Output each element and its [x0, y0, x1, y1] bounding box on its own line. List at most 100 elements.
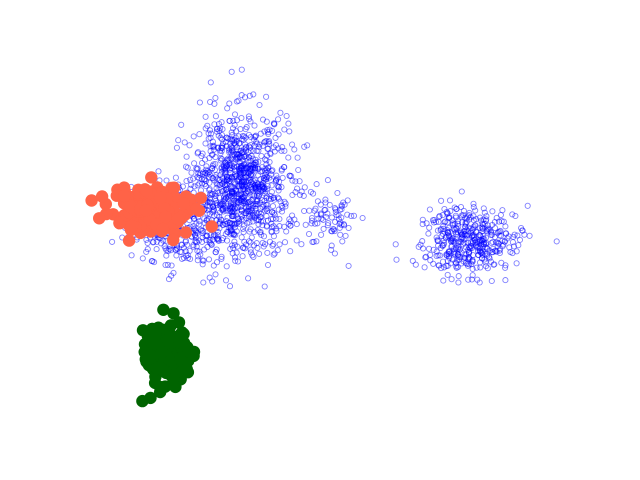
- data-point: [155, 168, 162, 175]
- data-point: [227, 143, 235, 150]
- data-point: [214, 188, 221, 195]
- data-point: [233, 117, 240, 124]
- data-point: [118, 189, 131, 203]
- data-point: [153, 238, 160, 245]
- data-point: [427, 257, 434, 264]
- data-point: [409, 257, 416, 264]
- data-point: [190, 223, 197, 230]
- data-point: [240, 198, 247, 205]
- data-point: [456, 238, 463, 245]
- data-point: [230, 230, 237, 237]
- data-point: [158, 240, 165, 247]
- data-point: [269, 203, 277, 210]
- data-point: [178, 255, 186, 262]
- data-point: [233, 172, 240, 179]
- data-point: [171, 212, 185, 226]
- data-point: [446, 214, 453, 221]
- data-point: [262, 165, 269, 172]
- data-point: [313, 238, 320, 245]
- data-point: [341, 222, 348, 229]
- data-point: [247, 118, 254, 125]
- data-point: [217, 150, 224, 157]
- data-point: [482, 259, 489, 266]
- data-point: [153, 246, 160, 253]
- data-point: [250, 253, 257, 261]
- data-point: [198, 159, 206, 167]
- data-point: [194, 191, 207, 205]
- data-point: [143, 236, 150, 243]
- data-point: [219, 175, 226, 182]
- data-point: [273, 172, 280, 179]
- data-point: [251, 133, 258, 140]
- data-point: [214, 228, 222, 235]
- data-point: [140, 184, 153, 197]
- data-point: [320, 225, 327, 232]
- data-point: [464, 232, 471, 239]
- data-point: [491, 261, 498, 268]
- data-point: [259, 203, 266, 210]
- data-point: [191, 160, 198, 167]
- data-point: [226, 190, 233, 197]
- data-point: [209, 175, 216, 182]
- data-point: [234, 199, 241, 206]
- data-point: [498, 259, 505, 266]
- data-point: [268, 182, 275, 189]
- data-point: [465, 213, 472, 220]
- data-point: [195, 149, 202, 156]
- data-point: [218, 144, 225, 151]
- data-point: [197, 251, 204, 258]
- data-point: [190, 133, 197, 140]
- data-point: [231, 121, 238, 129]
- data-point: [142, 352, 156, 366]
- data-point: [261, 241, 269, 248]
- data-point: [183, 177, 190, 185]
- data-point: [206, 127, 214, 134]
- data-point: [441, 228, 448, 235]
- data-point: [338, 203, 345, 210]
- data-point: [139, 255, 146, 262]
- data-point: [460, 207, 467, 214]
- data-point: [207, 143, 214, 150]
- data-point: [268, 224, 275, 231]
- data-point: [218, 131, 226, 139]
- data-point: [262, 172, 269, 179]
- data-point: [268, 188, 275, 195]
- data-point: [293, 237, 300, 244]
- data-point: [275, 206, 282, 213]
- data-point: [430, 219, 438, 226]
- data-point: [458, 229, 465, 236]
- data-point: [476, 279, 483, 286]
- data-point: [253, 240, 260, 247]
- data-point: [259, 164, 266, 171]
- data-point: [233, 249, 240, 256]
- data-point: [342, 232, 349, 239]
- data-point: [467, 225, 474, 232]
- data-point: [212, 113, 219, 120]
- data-point: [190, 175, 197, 182]
- data-point: [165, 247, 172, 255]
- data-point: [310, 238, 317, 245]
- data-point: [229, 151, 236, 159]
- data-point: [455, 263, 462, 271]
- data-point: [458, 214, 465, 221]
- data-point: [452, 212, 459, 219]
- data-point: [223, 263, 230, 270]
- data-point: [241, 238, 248, 245]
- data-point: [446, 224, 453, 231]
- data-point: [240, 229, 247, 236]
- data-point: [206, 173, 213, 181]
- data-point: [477, 264, 484, 271]
- data-point: [85, 194, 98, 207]
- data-point: [203, 163, 210, 170]
- data-point: [207, 240, 214, 247]
- data-point: [234, 204, 241, 211]
- data-point: [232, 257, 239, 264]
- data-point: [229, 213, 236, 220]
- data-point: [473, 216, 480, 223]
- data-point: [301, 143, 308, 150]
- data-point: [231, 140, 238, 147]
- data-point: [216, 218, 223, 225]
- data-point: [219, 235, 227, 242]
- data-point: [287, 222, 294, 229]
- data-point: [202, 113, 209, 120]
